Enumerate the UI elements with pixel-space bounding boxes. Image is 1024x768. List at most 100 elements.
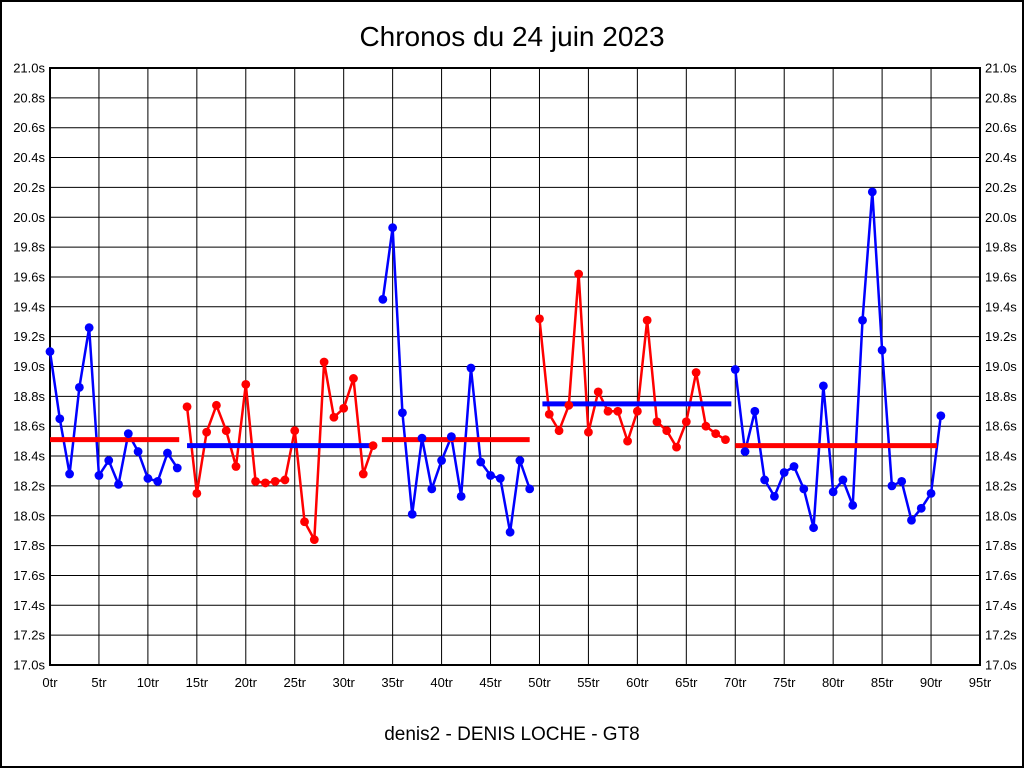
stint-4-data-point — [681, 417, 691, 427]
stint-4-line — [538, 273, 727, 450]
stint-2-data-point — [290, 426, 300, 436]
y-tick-label-right: 18.0s — [985, 508, 1017, 523]
stint-5-data-point — [730, 365, 740, 374]
stint-1-data-point — [45, 347, 55, 356]
y-tick-label-right: 17.6s — [985, 568, 1017, 583]
y-tick-label-right: 18.6s — [985, 419, 1017, 434]
y-tick-label-left: 20.6s — [13, 120, 45, 135]
stint-1-data-point — [163, 448, 172, 458]
stint-5-data-point — [916, 503, 926, 513]
y-tick-label-left: 17.0s — [13, 658, 45, 673]
y-tick-label-right: 21.0s — [985, 61, 1017, 76]
stint-2-data-point — [319, 357, 329, 367]
stint-2-data-point — [212, 400, 221, 410]
y-tick-label-left: 17.4s — [13, 598, 45, 613]
stint-2-data-point — [339, 403, 349, 413]
y-tick-label-left: 19.8s — [13, 240, 45, 255]
y-tick-label-left: 20.0s — [13, 210, 45, 225]
stint-2-data-point — [221, 426, 231, 436]
y-tick-label-left: 19.6s — [13, 269, 45, 284]
y-tick-label-left: 19.2s — [13, 329, 45, 344]
stint-4-data-point — [691, 368, 701, 377]
x-tick-label: 65tr — [675, 675, 698, 690]
x-tick-label: 90tr — [920, 675, 943, 690]
y-tick-label-right: 19.8s — [985, 240, 1017, 255]
stint-1-data-point — [172, 463, 182, 473]
x-tick-label: 75tr — [773, 675, 796, 690]
y-tick-label-right: 20.6s — [985, 120, 1017, 135]
y-tick-label-right: 20.4s — [985, 150, 1017, 165]
x-tick-label: 50tr — [528, 675, 551, 690]
stint-4-data-point — [623, 436, 632, 446]
stint-2-data-point — [260, 478, 270, 488]
stint-2-data-point — [358, 469, 368, 479]
stint-3-data-point — [456, 491, 466, 501]
x-tick-label: 15tr — [186, 675, 209, 690]
stint-4-data-point — [662, 426, 672, 436]
x-tick-label: 45tr — [479, 675, 502, 690]
stint-2-data-point — [368, 441, 378, 451]
stint-3-data-point — [515, 456, 525, 465]
x-tick-label: 10tr — [137, 675, 160, 690]
stint-5-data-point — [926, 488, 936, 498]
stint-5-data-point — [828, 487, 838, 497]
y-tick-label-right: 20.8s — [985, 90, 1017, 105]
stint-4-data-point — [554, 426, 564, 436]
stint-2-data-point — [280, 475, 290, 485]
y-tick-label-right: 18.2s — [985, 478, 1017, 493]
x-tick-label: 95tr — [969, 675, 992, 690]
stint-4-data-point — [564, 400, 574, 410]
stint-2-data-point — [309, 535, 319, 545]
stint-2-data-point — [251, 477, 260, 486]
y-tick-label-right: 20.0s — [985, 210, 1017, 225]
stint-1-data-point — [65, 469, 74, 479]
stint-3-data-point — [437, 456, 446, 465]
stint-5-data-point — [740, 447, 750, 456]
stint-4-data-point — [584, 427, 593, 437]
y-tick-label-left: 20.2s — [13, 180, 45, 195]
stint-2-data-point — [192, 488, 202, 498]
stint-4-data-point — [574, 269, 584, 279]
stint-3-data-point — [495, 474, 505, 483]
stint-1-data-point — [104, 456, 114, 465]
y-tick-label-left: 18.4s — [13, 449, 45, 464]
y-tick-label-left: 20.8s — [13, 90, 45, 105]
stint-3-data-point — [476, 457, 486, 467]
x-tick-label: 60tr — [626, 675, 649, 690]
stint-5-data-point — [789, 462, 799, 471]
stint-4-data-point — [603, 406, 613, 416]
y-tick-label-right: 19.0s — [985, 359, 1017, 374]
stint-4-data-point — [711, 429, 721, 439]
stint-3-data-point — [525, 484, 535, 494]
stint-2-data-point — [329, 412, 339, 422]
y-tick-label-left: 18.6s — [13, 419, 45, 434]
stint-1-data-point — [153, 477, 163, 486]
y-tick-label-left: 19.4s — [13, 299, 45, 314]
y-tick-label-right: 17.8s — [985, 538, 1017, 553]
stint-4-data-point — [672, 442, 681, 452]
stint-3-line — [381, 227, 531, 533]
y-tick-label-right: 17.4s — [985, 598, 1017, 613]
y-tick-label-left: 21.0s — [13, 61, 45, 76]
x-tick-label: 20tr — [235, 675, 258, 690]
stint-1-data-point — [114, 480, 123, 489]
stint-1-data-point — [143, 474, 153, 483]
stint-2-data-point — [231, 462, 241, 471]
stint-2-data-point — [300, 517, 309, 527]
stint-3-data-point — [407, 509, 417, 519]
x-tick-label: 5tr — [91, 675, 107, 690]
stint-1-data-point — [84, 323, 94, 333]
stint-3-data-point — [486, 471, 495, 480]
stint-2-line — [185, 361, 375, 545]
stint-5-data-point — [799, 484, 809, 494]
stint-5-data-point — [867, 187, 877, 197]
stint-2-data-point — [270, 477, 280, 486]
x-tick-label: 40tr — [430, 675, 453, 690]
stint-3-data-point — [417, 433, 427, 443]
stint-4-data-point — [642, 315, 652, 325]
stint-5-data-point — [770, 491, 779, 501]
stint-4-data-point — [544, 409, 554, 419]
stint-5-data-point — [936, 411, 946, 421]
stint-4-data-point — [613, 406, 623, 416]
